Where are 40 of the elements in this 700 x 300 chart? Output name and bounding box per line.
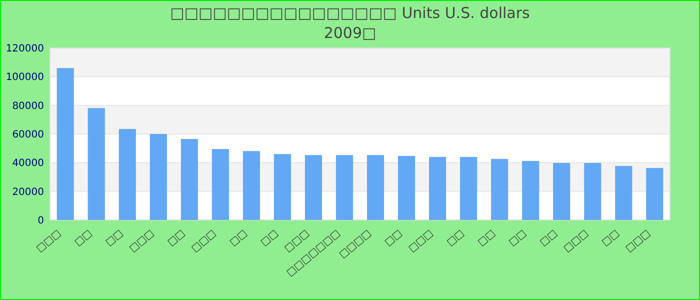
bar (274, 154, 291, 220)
bar (212, 149, 229, 220)
bar (553, 162, 570, 220)
bar (150, 134, 167, 220)
x-tick-label: □□ (476, 228, 498, 248)
y-tick-label: 40000 (12, 158, 44, 170)
bar (366, 155, 384, 220)
bar (491, 158, 508, 220)
x-tick-label: □□ (258, 228, 280, 248)
bar (522, 160, 540, 220)
y-tick-label: 60000 (12, 130, 44, 140)
y-tick-label: 100000 (6, 72, 44, 84)
y-tick-label: 80000 (12, 100, 44, 112)
bar (88, 108, 105, 220)
x-tick-label: □□ (382, 228, 404, 248)
y-tick-label: 0 (38, 216, 44, 226)
x-tick-label: □□ (600, 228, 622, 248)
bar (460, 156, 478, 220)
bar (646, 168, 664, 220)
y-tick-label: 20000 (12, 186, 44, 198)
y-tick-label: 120000 (6, 44, 44, 54)
chart-title: □□□□□□□□□□□□□□□□ Units U.S. dollars (170, 4, 530, 22)
x-tick-label: □□ (166, 228, 188, 248)
bar (429, 156, 446, 220)
bar (56, 68, 74, 220)
x-tick-label: □□ (228, 228, 250, 248)
bar (118, 128, 136, 220)
x-tick-label: □□ (538, 228, 560, 248)
bar (584, 162, 602, 220)
bar (180, 139, 198, 220)
x-tick-label: □□ (506, 228, 529, 248)
x-tick-label: □□ (104, 228, 126, 248)
x-tick-label: □□ (72, 228, 94, 248)
bar (398, 156, 416, 220)
chart-subtitle: 2009□ (324, 24, 376, 42)
bar (336, 155, 354, 220)
bar (242, 151, 260, 220)
bar (615, 166, 632, 220)
x-tick-label: □□ (444, 228, 466, 248)
bar (304, 155, 322, 220)
